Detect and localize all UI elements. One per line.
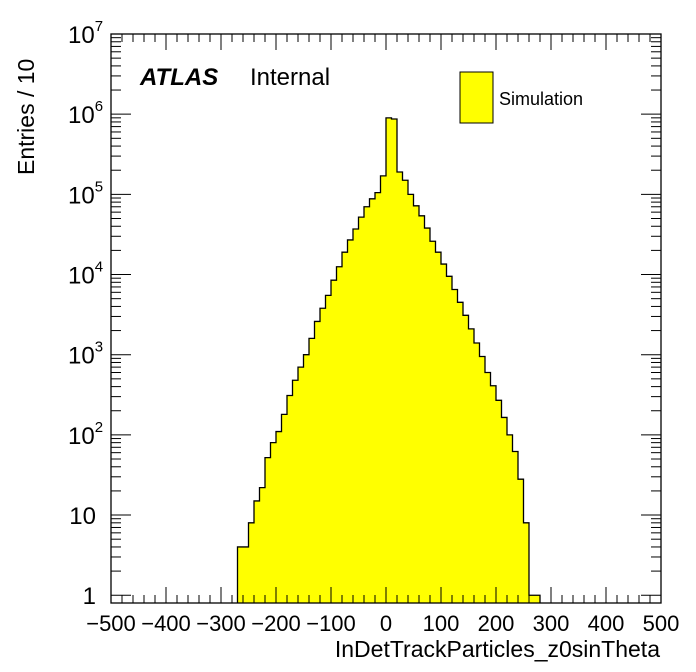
histogram-bar	[281, 414, 287, 603]
x-tick-label: 300	[533, 611, 570, 636]
histogram-bar	[292, 380, 298, 603]
histogram-bars	[237, 117, 540, 604]
histogram-bar	[243, 546, 249, 603]
histogram-bar	[237, 546, 243, 603]
y-tick-labels: 1 10 102 103 104 105 106 107	[68, 18, 103, 610]
histogram-bar	[380, 175, 386, 603]
x-tick-label: 400	[588, 611, 625, 636]
histogram-bar	[287, 395, 293, 603]
histogram-bar	[430, 241, 436, 604]
histogram-bar	[375, 192, 381, 604]
histogram-bar	[259, 487, 265, 603]
legend: Simulation	[459, 71, 583, 124]
legend-label: Simulation	[499, 89, 583, 109]
histogram-bar	[265, 457, 271, 603]
histogram-bar	[452, 289, 458, 603]
y-tick-label: 104	[68, 259, 103, 290]
histogram-bar	[518, 479, 524, 603]
y-tick-label: 106	[68, 98, 103, 129]
histogram-bar	[507, 434, 513, 603]
histogram-bar	[325, 295, 331, 603]
x-tick-label: 100	[423, 611, 460, 636]
y-tick-label: 102	[68, 419, 103, 450]
histogram-bar	[529, 595, 535, 603]
histogram-bar	[397, 172, 403, 603]
histogram-bar	[446, 276, 452, 603]
histogram-bar	[353, 228, 359, 603]
histogram-bar	[523, 522, 529, 603]
y-tick-label: 10	[69, 503, 96, 530]
histogram-bar	[402, 180, 408, 604]
x-tick-labels: −500 −400 −300 −200 −100 0 100 200 300 400 500	[86, 611, 679, 636]
histogram-bar	[490, 385, 496, 603]
histogram-bar	[364, 206, 370, 603]
histogram-bar	[485, 372, 491, 603]
histogram-bar	[391, 119, 397, 603]
x-tick-label: −200	[251, 611, 301, 636]
histogram-bar	[254, 500, 260, 603]
atlas-label: ATLAS	[139, 64, 218, 91]
histogram-bar	[331, 280, 337, 603]
y-tick-label: 105	[68, 178, 103, 209]
histogram-bar	[441, 264, 447, 603]
y-axis-label: Entries / 10	[13, 59, 39, 175]
x-tick-label: 500	[643, 611, 680, 636]
histogram-bar	[358, 217, 364, 603]
histogram-bar	[512, 451, 518, 603]
legend-swatch	[459, 71, 494, 124]
x-tick-label: 200	[478, 611, 515, 636]
histogram-bar	[534, 595, 540, 603]
histogram-bar	[276, 431, 282, 603]
x-tick-label: −100	[306, 611, 356, 636]
x-tick-label: −300	[196, 611, 246, 636]
histogram-bar	[501, 417, 507, 603]
histogram-bar	[336, 266, 342, 603]
histogram-bar	[248, 522, 254, 603]
histogram-outline	[236, 117, 541, 603]
histogram-bar	[424, 228, 430, 603]
histogram-bar	[342, 252, 348, 604]
x-tick-label: −400	[141, 611, 191, 636]
histogram-bar	[298, 367, 304, 603]
histogram-bar	[303, 354, 309, 603]
histogram-bar	[496, 400, 502, 603]
histogram-bar	[386, 117, 392, 604]
y-tick-label: 103	[68, 339, 103, 370]
histogram-bar	[347, 239, 353, 603]
internal-label: Internal	[250, 64, 330, 91]
histogram-bar	[270, 442, 276, 603]
x-tick-label: −500	[86, 611, 136, 636]
x-axis-label: InDetTrackParticles_z0sinTheta	[335, 636, 660, 662]
histogram-bar	[419, 215, 425, 603]
histogram-bar	[408, 194, 414, 603]
axis-ticks	[110, 33, 662, 603]
histogram-bar	[435, 252, 441, 604]
histogram-bar	[413, 205, 419, 603]
histogram-bar	[369, 198, 375, 603]
y-tick-label: 107	[68, 18, 103, 49]
histogram-bar	[474, 342, 480, 603]
histogram-bar	[463, 315, 469, 603]
histogram-bar	[320, 308, 326, 603]
histogram-bar	[468, 328, 474, 603]
histogram-bar	[479, 356, 485, 603]
y-tick-label: 1	[83, 583, 96, 610]
x-tick-label: 0	[380, 611, 392, 636]
histogram-bar	[314, 321, 320, 603]
histogram-bar	[457, 302, 463, 603]
histogram-bar	[309, 338, 315, 603]
